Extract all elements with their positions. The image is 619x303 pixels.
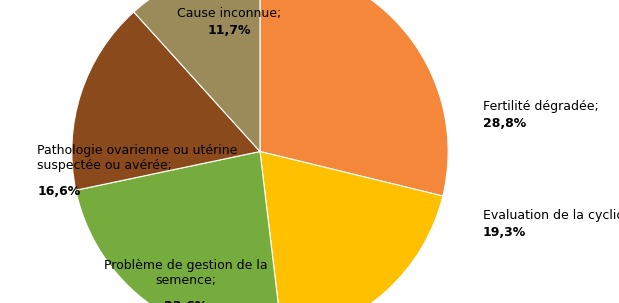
Text: Cause inconnue;: Cause inconnue; <box>177 7 281 20</box>
Text: Evaluation de la cyclicité;: Evaluation de la cyclicité; <box>483 209 619 222</box>
Wedge shape <box>260 152 443 303</box>
Wedge shape <box>72 12 260 190</box>
Text: Problème de gestion de la
semence;: Problème de gestion de la semence; <box>104 259 267 287</box>
Wedge shape <box>134 0 260 152</box>
Text: Fertilité dégradée;: Fertilité dégradée; <box>483 100 599 113</box>
Text: 11,7%: 11,7% <box>207 24 251 37</box>
Text: 16,6%: 16,6% <box>37 185 80 198</box>
Text: 23,6%: 23,6% <box>164 300 207 303</box>
Text: Pathologie ovarienne ou utérine
suspectée ou avérée;: Pathologie ovarienne ou utérine suspecté… <box>37 144 238 172</box>
Text: 19,3%: 19,3% <box>483 226 526 239</box>
Wedge shape <box>260 0 448 196</box>
Text: 28,8%: 28,8% <box>483 117 526 130</box>
Wedge shape <box>76 152 282 303</box>
